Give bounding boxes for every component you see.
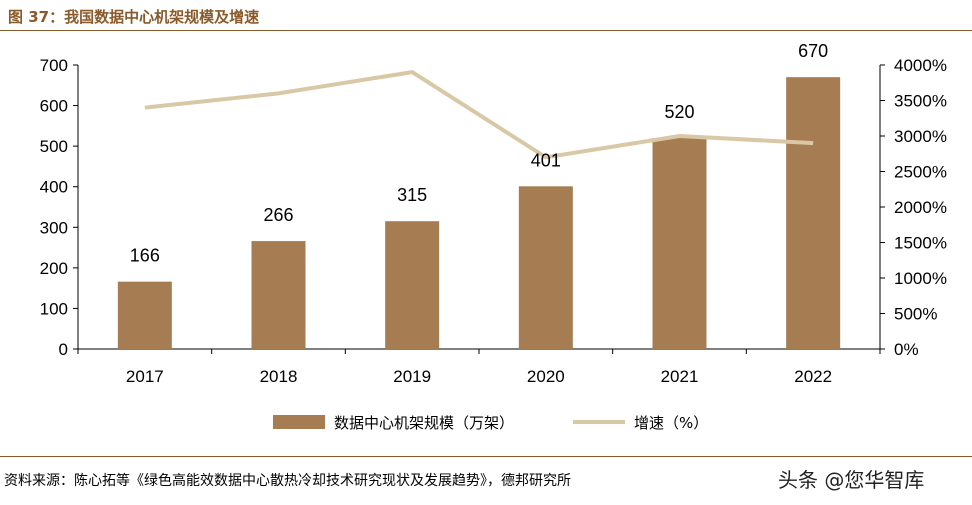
chart: 0 100 200 300 400 500 600 700 0% 500% 1000% 1500% 20… bbox=[40, 41, 947, 432]
bar-value-label: 315 bbox=[397, 185, 427, 205]
data-labels: 166 266 315 401 520 670 bbox=[130, 41, 828, 265]
bar bbox=[251, 241, 306, 349]
right-tick-label: 3500% bbox=[894, 92, 947, 111]
right-tick-label: 0% bbox=[894, 340, 919, 359]
legend-bar-swatch bbox=[273, 415, 325, 429]
bar bbox=[385, 221, 440, 349]
bar-series bbox=[117, 77, 841, 350]
left-tick-label: 0 bbox=[59, 340, 68, 359]
bar-value-label: 670 bbox=[798, 41, 828, 61]
legend: 数据中心机架规模（万架） 增速（%） bbox=[273, 414, 708, 432]
left-tick-label: 200 bbox=[40, 259, 68, 278]
right-tick-label: 3000% bbox=[894, 127, 947, 146]
left-tick-label: 500 bbox=[40, 137, 68, 156]
source-note: 资料来源：陈心拓等《绿色高能效数据中心散热冷却技术研究现状及发展趋势》，德邦研究… bbox=[4, 473, 571, 489]
right-tick-label: 4000% bbox=[894, 56, 947, 75]
left-tick-label: 100 bbox=[40, 299, 68, 318]
x-tick-label: 2019 bbox=[393, 367, 431, 386]
x-tick-label: 2022 bbox=[794, 367, 832, 386]
legend-bar-label: 数据中心机架规模（万架） bbox=[334, 414, 514, 432]
bar-value-label: 166 bbox=[130, 246, 160, 266]
footer-divider bbox=[0, 456, 972, 457]
x-tick-label: 2018 bbox=[260, 367, 298, 386]
figure-title: 图 37：我国数据中心机架规模及增速 bbox=[8, 8, 260, 26]
legend-line-label: 增速（%） bbox=[634, 414, 708, 432]
left-tick-label: 300 bbox=[40, 218, 68, 237]
bar bbox=[117, 281, 172, 349]
left-tick-label: 700 bbox=[40, 56, 68, 75]
bar bbox=[786, 77, 841, 350]
bar bbox=[652, 138, 707, 349]
bar bbox=[518, 186, 573, 349]
title-divider bbox=[0, 30, 972, 31]
right-tick-label: 2000% bbox=[894, 198, 947, 217]
x-tick-label: 2020 bbox=[527, 367, 565, 386]
bar-value-label: 401 bbox=[531, 150, 561, 170]
right-tick-label: 500% bbox=[894, 305, 937, 324]
line-series bbox=[144, 70, 814, 160]
bar-value-label: 266 bbox=[263, 205, 293, 225]
right-tick-label: 1000% bbox=[894, 269, 947, 288]
growth-line bbox=[144, 70, 814, 160]
right-tick-label: 2500% bbox=[894, 163, 947, 182]
chart-axes: 0 100 200 300 400 500 600 700 0% 500% 1000% 1500% 20… bbox=[40, 56, 947, 386]
left-tick-label: 400 bbox=[40, 178, 68, 197]
left-tick-label: 600 bbox=[40, 97, 68, 116]
right-tick-label: 1500% bbox=[894, 234, 947, 253]
watermark: 头条 @您华智库 bbox=[778, 468, 925, 492]
x-tick-label: 2021 bbox=[661, 367, 699, 386]
x-tick-label: 2017 bbox=[126, 367, 164, 386]
bar-value-label: 520 bbox=[664, 102, 694, 122]
